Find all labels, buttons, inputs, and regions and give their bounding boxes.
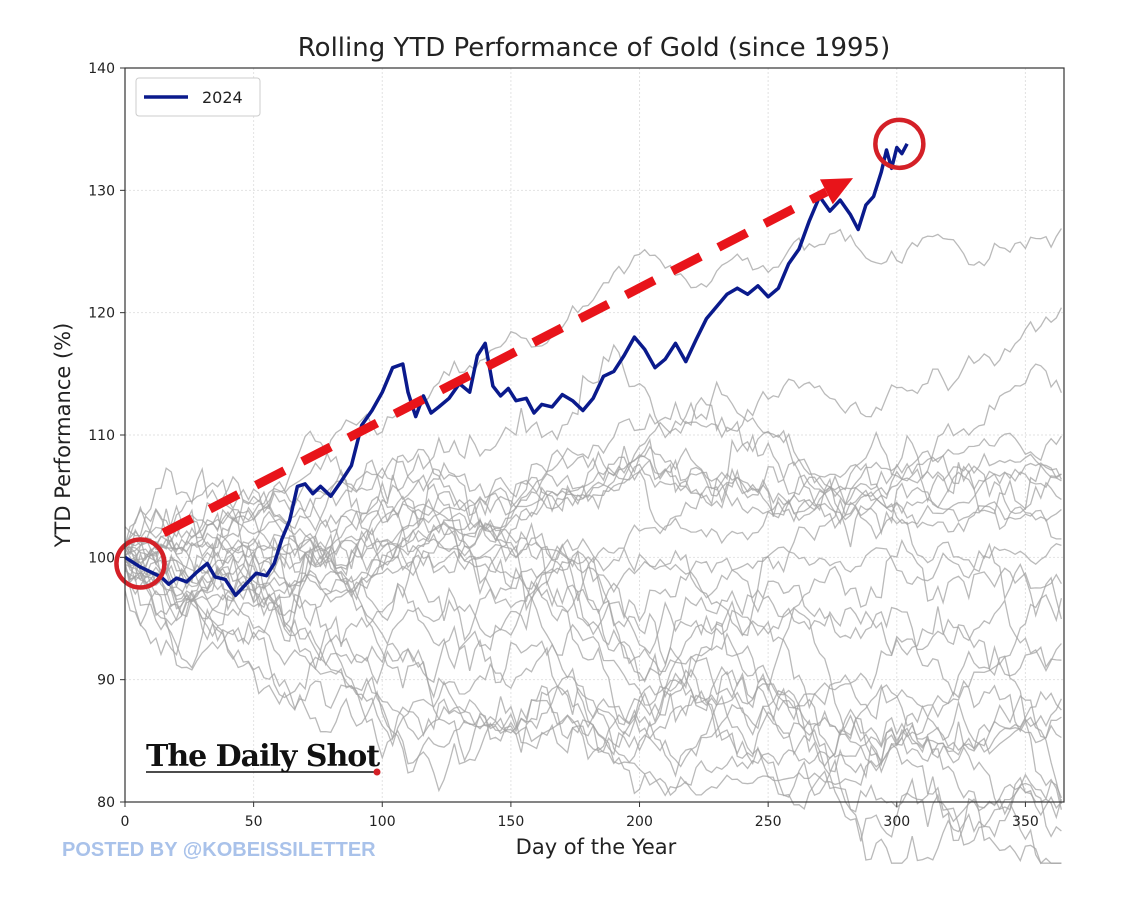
historical-line-12 <box>124 538 1062 670</box>
y-tick-label-120: 120 <box>88 306 115 322</box>
historical-line-2 <box>124 532 1062 606</box>
historical-line-22 <box>124 454 1062 596</box>
annotations <box>114 117 926 590</box>
x-tick-label-350: 350 <box>1012 814 1039 830</box>
historical-series <box>124 228 1063 865</box>
legend: 2024 <box>135 77 261 117</box>
y-tick-label-140: 140 <box>88 61 115 77</box>
y-tick-label-80: 80 <box>97 795 115 811</box>
historical-line-23 <box>124 474 1063 697</box>
legend-box <box>135 77 261 117</box>
chart-title: Rolling YTD Performance of Gold (since 1… <box>298 33 890 63</box>
x-tick-label-300: 300 <box>883 814 910 830</box>
historical-line-14 <box>124 560 1062 864</box>
historical-line-29 <box>124 559 1062 793</box>
historical-line-15 <box>124 430 1062 672</box>
x-tick-label-250: 250 <box>755 814 782 830</box>
start-highlight-circle <box>114 537 167 590</box>
y-tick-label-130: 130 <box>88 183 115 199</box>
historical-line-9 <box>124 363 1063 596</box>
x-tick-label-100: 100 <box>369 814 396 830</box>
y-axis-label: YTD Performance (%) <box>51 323 75 549</box>
y-tick-label-110: 110 <box>88 428 115 444</box>
y-tick-label-100: 100 <box>88 550 115 566</box>
x-tick-label-50: 50 <box>245 814 263 830</box>
historical-line-21 <box>124 504 1062 759</box>
historical-line-19 <box>124 505 1062 864</box>
historical-line-28 <box>124 307 1062 562</box>
historical-line-5 <box>124 430 1062 581</box>
x-tick-label-0: 0 <box>121 814 130 830</box>
historical-line-20 <box>124 463 1062 575</box>
logo-dot <box>373 768 381 776</box>
x-axis-label: Day of the Year <box>516 835 677 859</box>
line-2024 <box>124 142 909 598</box>
daily-shot-logo: The Daily Shot <box>146 739 381 776</box>
series-2024 <box>124 142 909 598</box>
historical-line-11 <box>124 462 1062 571</box>
historical-line-10 <box>124 565 1063 823</box>
y-tick-label-90: 90 <box>97 673 115 689</box>
x-tick-label-200: 200 <box>626 814 653 830</box>
end-highlight-circle <box>873 117 926 171</box>
legend-label-2024: 2024 <box>202 88 243 107</box>
trend-arrow-head <box>819 178 854 205</box>
axis-ticks: 0 50 100 150 200 250 300 350 80 90 100 110 120 130 140 <box>88 61 1039 830</box>
logo-text: The Daily Shot <box>146 739 380 774</box>
historical-line-17 <box>124 445 1062 611</box>
historical-line-1 <box>124 380 1062 553</box>
x-tick-label-150: 150 <box>498 814 525 830</box>
historical-line-6 <box>124 551 1063 810</box>
historical-line-26 <box>124 559 1062 797</box>
historical-line-4 <box>124 522 1062 865</box>
trend-arrow-shaft <box>161 187 829 537</box>
posted-by-credit: POSTED BY @KOBEISSILETTER <box>62 839 376 861</box>
